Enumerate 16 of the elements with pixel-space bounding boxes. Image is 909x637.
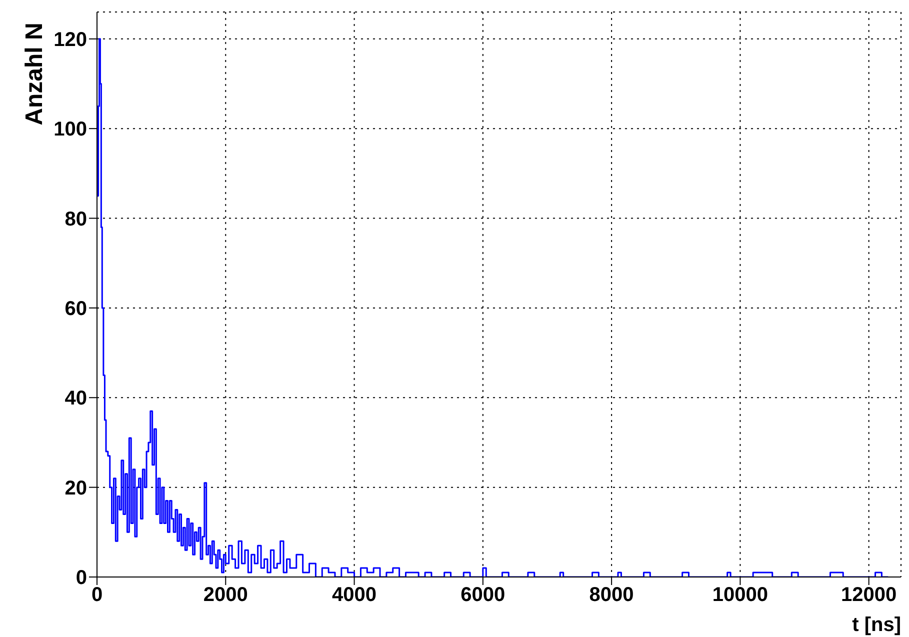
y-tick-label: 120 [54, 29, 87, 52]
x-axis-title: t [ns] [852, 614, 901, 636]
x-tick-label: 12000 [841, 584, 897, 606]
y-axis-title: Anzahl N [21, 22, 48, 126]
x-tick-label: 10000 [712, 584, 768, 606]
y-tick-label: 0 [76, 567, 87, 590]
y-tick-label: 100 [54, 118, 87, 141]
y-tick-label: 20 [64, 477, 87, 500]
x-tick-label: 8000 [589, 584, 634, 606]
x-tick-label: 4000 [332, 584, 377, 606]
x-tick-label: 0 [91, 584, 103, 606]
y-tick-label: 40 [64, 388, 87, 410]
x-tick-label: 6000 [460, 584, 506, 606]
y-tick-label: 80 [64, 208, 87, 230]
x-tick-label: 2000 [203, 584, 248, 606]
y-tick-label: 60 [64, 298, 87, 320]
